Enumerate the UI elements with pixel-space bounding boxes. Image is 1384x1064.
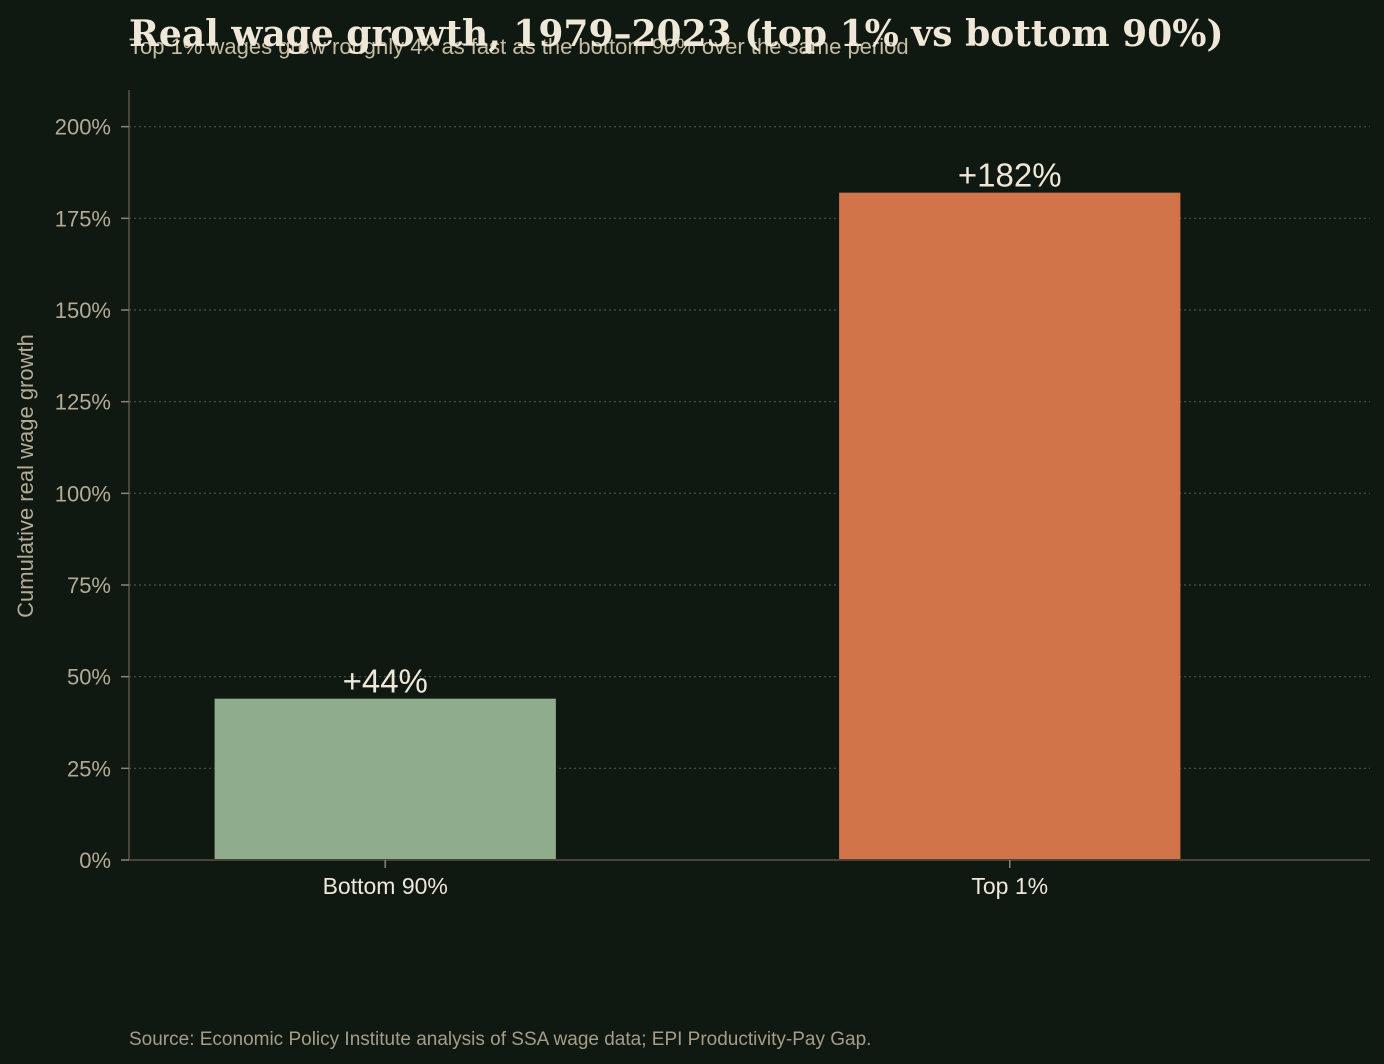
x-tick-label: Top 1% <box>971 873 1048 899</box>
y-tick-label: 125% <box>55 390 111 415</box>
y-tick-label: 0% <box>79 848 111 873</box>
chart-title: Real wage growth, 1979–2023 (top 1% vs b… <box>129 13 1224 55</box>
y-axis-label: Cumulative real wage growth <box>13 334 38 618</box>
bars <box>214 192 1181 860</box>
y-tick-label: 175% <box>55 206 111 231</box>
y-tick-label: 100% <box>55 481 111 506</box>
data-label: +44% <box>343 663 428 700</box>
value-labels: +44% +182% <box>343 157 1062 700</box>
bar <box>214 698 556 860</box>
y-tick-label: 50% <box>67 665 111 690</box>
source-note: Source: Economic Policy Institute analys… <box>129 1029 871 1050</box>
y-tick-label: 25% <box>67 756 111 781</box>
x-ticks: Bottom 90% Top 1% <box>323 860 1048 899</box>
x-tick-label: Bottom 90% <box>323 873 448 899</box>
bar <box>839 192 1181 860</box>
y-tick-label: 200% <box>55 115 111 140</box>
y-tick-label: 75% <box>67 573 111 598</box>
data-label: +182% <box>958 157 1062 194</box>
y-ticks: 0% 25% 50% 75% 100% 125% 150% 175% 200% <box>55 115 129 873</box>
y-tick-label: 150% <box>55 298 111 323</box>
chart-subtitle: Top 1% wages grew roughly 4× as fast as … <box>129 34 909 59</box>
